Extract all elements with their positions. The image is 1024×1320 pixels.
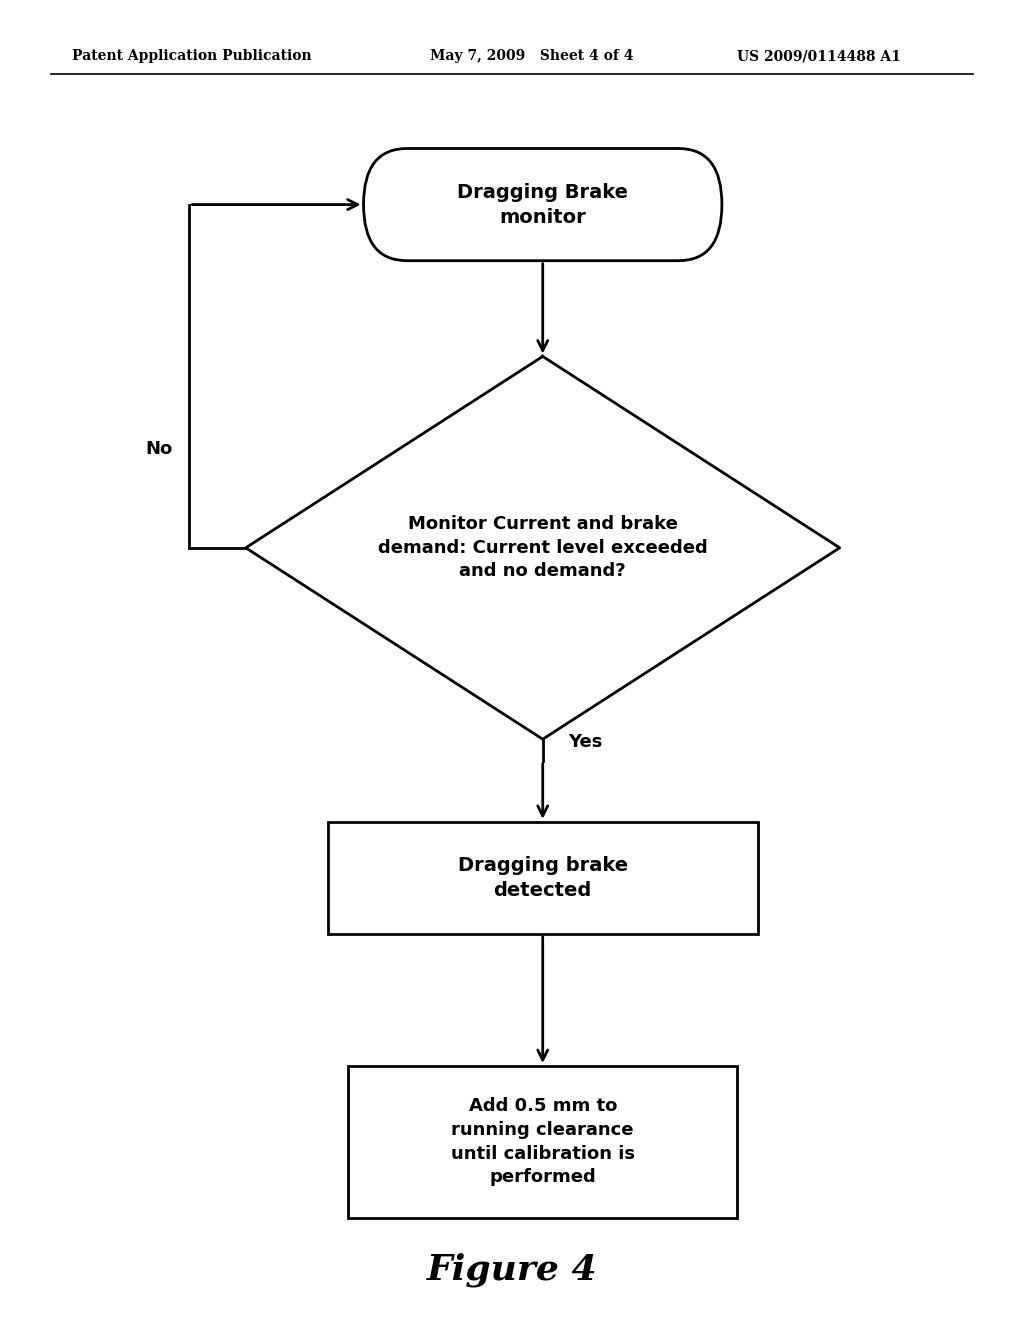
Bar	[328, 821, 758, 935]
Text: Add 0.5 mm to
running clearance
until calibration is
performed: Add 0.5 mm to running clearance until ca…	[451, 1097, 635, 1187]
Text: Figure 4: Figure 4	[427, 1253, 597, 1287]
Text: US 2009/0114488 A1: US 2009/0114488 A1	[737, 49, 901, 63]
Text: Patent Application Publication: Patent Application Publication	[72, 49, 311, 63]
Text: Dragging brake
detected: Dragging brake detected	[458, 855, 628, 900]
Text: Dragging Brake
monitor: Dragging Brake monitor	[458, 182, 628, 227]
Text: Monitor Current and brake
demand: Current level exceeded
and no demand?: Monitor Current and brake demand: Curren…	[378, 515, 708, 581]
Text: Yes: Yes	[568, 734, 603, 751]
FancyBboxPatch shape	[364, 149, 722, 261]
Bar	[348, 1067, 737, 1217]
Text: May 7, 2009   Sheet 4 of 4: May 7, 2009 Sheet 4 of 4	[430, 49, 634, 63]
Text: No: No	[145, 440, 172, 458]
